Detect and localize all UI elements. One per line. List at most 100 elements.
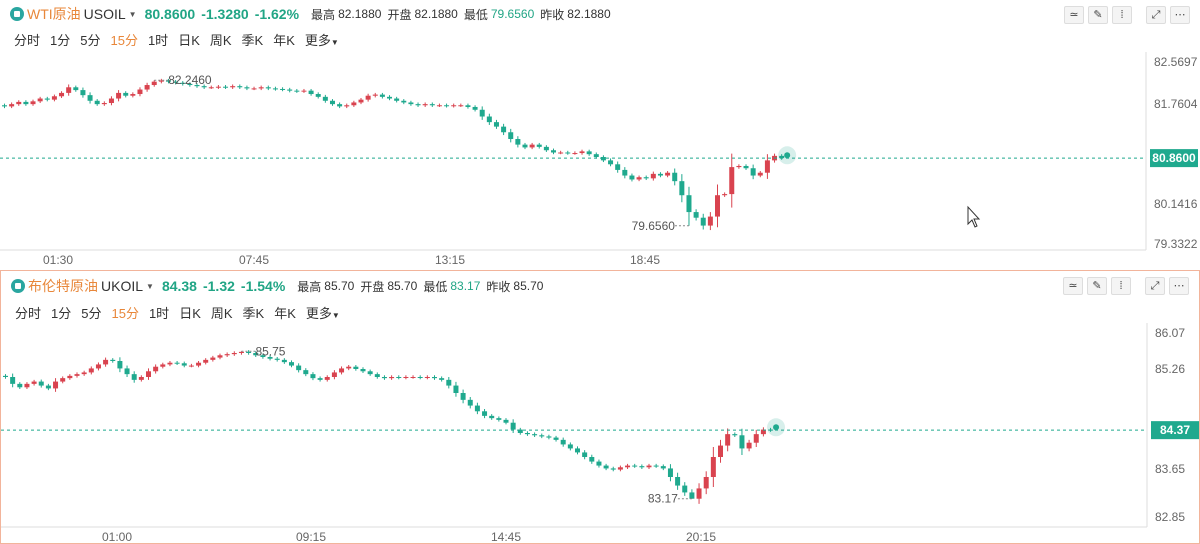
price-change-pct: -1.62% bbox=[254, 6, 300, 22]
tab-quarterly[interactable]: 季K bbox=[241, 33, 264, 48]
candle-body bbox=[739, 435, 745, 449]
tab-more[interactable]: 更多▼ bbox=[306, 303, 340, 322]
candle-body bbox=[351, 102, 357, 106]
indicator-icon[interactable]: ≃ bbox=[1064, 6, 1084, 24]
instrument-symbol[interactable]: USOIL bbox=[83, 6, 126, 22]
candle-body bbox=[387, 96, 393, 99]
candle-body bbox=[401, 100, 407, 103]
candle-body bbox=[657, 173, 663, 176]
high-label: 最高 bbox=[297, 279, 322, 294]
chart-toolbar: ≃ ✎ ⁞ ⤢ ⋯ bbox=[1060, 6, 1190, 24]
candle-body bbox=[472, 106, 478, 110]
candle-body bbox=[103, 359, 109, 365]
tab-weekly[interactable]: 周K bbox=[209, 33, 232, 48]
candle-body bbox=[158, 80, 164, 82]
candle-body bbox=[322, 96, 328, 101]
candle-body bbox=[344, 105, 350, 107]
x-tick-label: 09:15 bbox=[296, 530, 326, 543]
candle-body bbox=[258, 87, 264, 89]
candle-body bbox=[80, 90, 86, 96]
tab-1min[interactable]: 1分 bbox=[50, 33, 71, 48]
low-marker-label: 79.6560 bbox=[632, 219, 676, 233]
candle-body bbox=[310, 374, 316, 379]
tab-1hour[interactable]: 1时 bbox=[148, 306, 170, 321]
candle-body bbox=[358, 99, 364, 103]
candle-type-icon[interactable]: ⁞ bbox=[1111, 277, 1131, 295]
draw-icon[interactable]: ✎ bbox=[1087, 277, 1107, 295]
candle-body bbox=[424, 377, 430, 378]
candle-body bbox=[503, 419, 509, 423]
candle-type-icon[interactable]: ⁞ bbox=[1112, 6, 1132, 24]
low-label: 最低 bbox=[463, 7, 488, 22]
candle-body bbox=[317, 378, 323, 380]
candle-body bbox=[23, 101, 29, 105]
candle-body bbox=[294, 90, 300, 92]
instrument-symbol[interactable]: UKOIL bbox=[101, 278, 144, 294]
tab-yearly[interactable]: 年K bbox=[274, 306, 296, 321]
candle-body bbox=[138, 377, 144, 380]
candle-body bbox=[180, 82, 186, 84]
tab-5min[interactable]: 5分 bbox=[81, 306, 102, 321]
tab-daily[interactable]: 日K bbox=[179, 306, 201, 321]
settings-icon[interactable]: ⋯ bbox=[1169, 277, 1189, 295]
candle-body bbox=[675, 477, 681, 486]
last-price-tag bbox=[1150, 149, 1198, 168]
mouse-cursor-icon bbox=[967, 205, 981, 228]
candle-body bbox=[565, 152, 571, 154]
indicator-icon[interactable]: ≃ bbox=[1063, 277, 1083, 295]
chevron-down-icon[interactable]: ▼ bbox=[128, 9, 137, 19]
candle-body bbox=[629, 175, 635, 180]
tab-more[interactable]: 更多▼ bbox=[305, 30, 339, 49]
candle-body bbox=[439, 378, 445, 380]
candle-body bbox=[31, 381, 37, 384]
candle-body bbox=[238, 351, 244, 353]
candle-body bbox=[660, 466, 666, 469]
settings-icon[interactable]: ⋯ bbox=[1170, 6, 1190, 24]
candle-body bbox=[410, 377, 416, 378]
candle-body bbox=[546, 436, 552, 438]
brent-header: 布伦特原油 UKOIL ▼ 84.38 -1.32 -1.54% 最高 85.7… bbox=[11, 277, 543, 295]
tab-15min[interactable]: 15分 bbox=[111, 306, 139, 321]
candle-body bbox=[415, 104, 421, 106]
candle-body bbox=[372, 94, 378, 96]
brent-candlestick-chart[interactable]: 86.07 85.26 83.65 82.85 01:00 09:15 14:45 20:15… bbox=[1, 323, 1199, 543]
candle-body bbox=[753, 434, 759, 443]
tab-timeshare[interactable]: 分时 bbox=[14, 33, 41, 48]
y-tick-label: 82.5697 bbox=[1154, 55, 1198, 69]
tab-1min[interactable]: 1分 bbox=[51, 306, 72, 321]
candle-body bbox=[44, 98, 50, 100]
draw-icon[interactable]: ✎ bbox=[1088, 6, 1108, 24]
candle-body bbox=[643, 177, 649, 179]
tab-daily[interactable]: 日K bbox=[178, 33, 200, 48]
tab-5min[interactable]: 5分 bbox=[80, 33, 101, 48]
instrument-name[interactable]: 布伦特原油 bbox=[28, 278, 98, 294]
candle-body bbox=[260, 355, 266, 357]
expand-icon[interactable]: ⤢ bbox=[1146, 6, 1166, 24]
candle-body bbox=[700, 217, 706, 226]
x-tick-label: 20:15 bbox=[686, 530, 716, 543]
chevron-down-icon[interactable]: ▼ bbox=[146, 281, 154, 291]
candle-body bbox=[703, 477, 709, 489]
expand-icon[interactable]: ⤢ bbox=[1145, 277, 1165, 295]
candle-body bbox=[287, 89, 293, 91]
tab-timeshare[interactable]: 分时 bbox=[15, 306, 42, 321]
candle-body bbox=[331, 372, 337, 377]
candle-body bbox=[679, 181, 685, 196]
candle-body bbox=[389, 377, 395, 379]
tab-1hour[interactable]: 1时 bbox=[147, 33, 169, 48]
price-change-pct: -1.54% bbox=[240, 278, 286, 294]
wti-candlestick-chart[interactable]: 82.5697 81.7604 80.1416 79.3322 01:30 07:45 13… bbox=[0, 52, 1200, 270]
candle-body bbox=[539, 435, 545, 437]
candle-body bbox=[339, 368, 345, 373]
tab-weekly[interactable]: 周K bbox=[210, 306, 233, 321]
candle-body bbox=[743, 165, 749, 169]
candle-body bbox=[444, 105, 450, 107]
candle-body bbox=[16, 101, 22, 105]
tab-15min[interactable]: 15分 bbox=[110, 33, 138, 48]
instrument-name[interactable]: WTI原油 bbox=[27, 6, 81, 22]
prev-close-label: 昨收 bbox=[486, 279, 511, 294]
tab-yearly[interactable]: 年K bbox=[273, 33, 295, 48]
tab-quarterly[interactable]: 季K bbox=[242, 306, 265, 321]
candle-body bbox=[779, 155, 785, 159]
candle-body bbox=[707, 216, 713, 226]
